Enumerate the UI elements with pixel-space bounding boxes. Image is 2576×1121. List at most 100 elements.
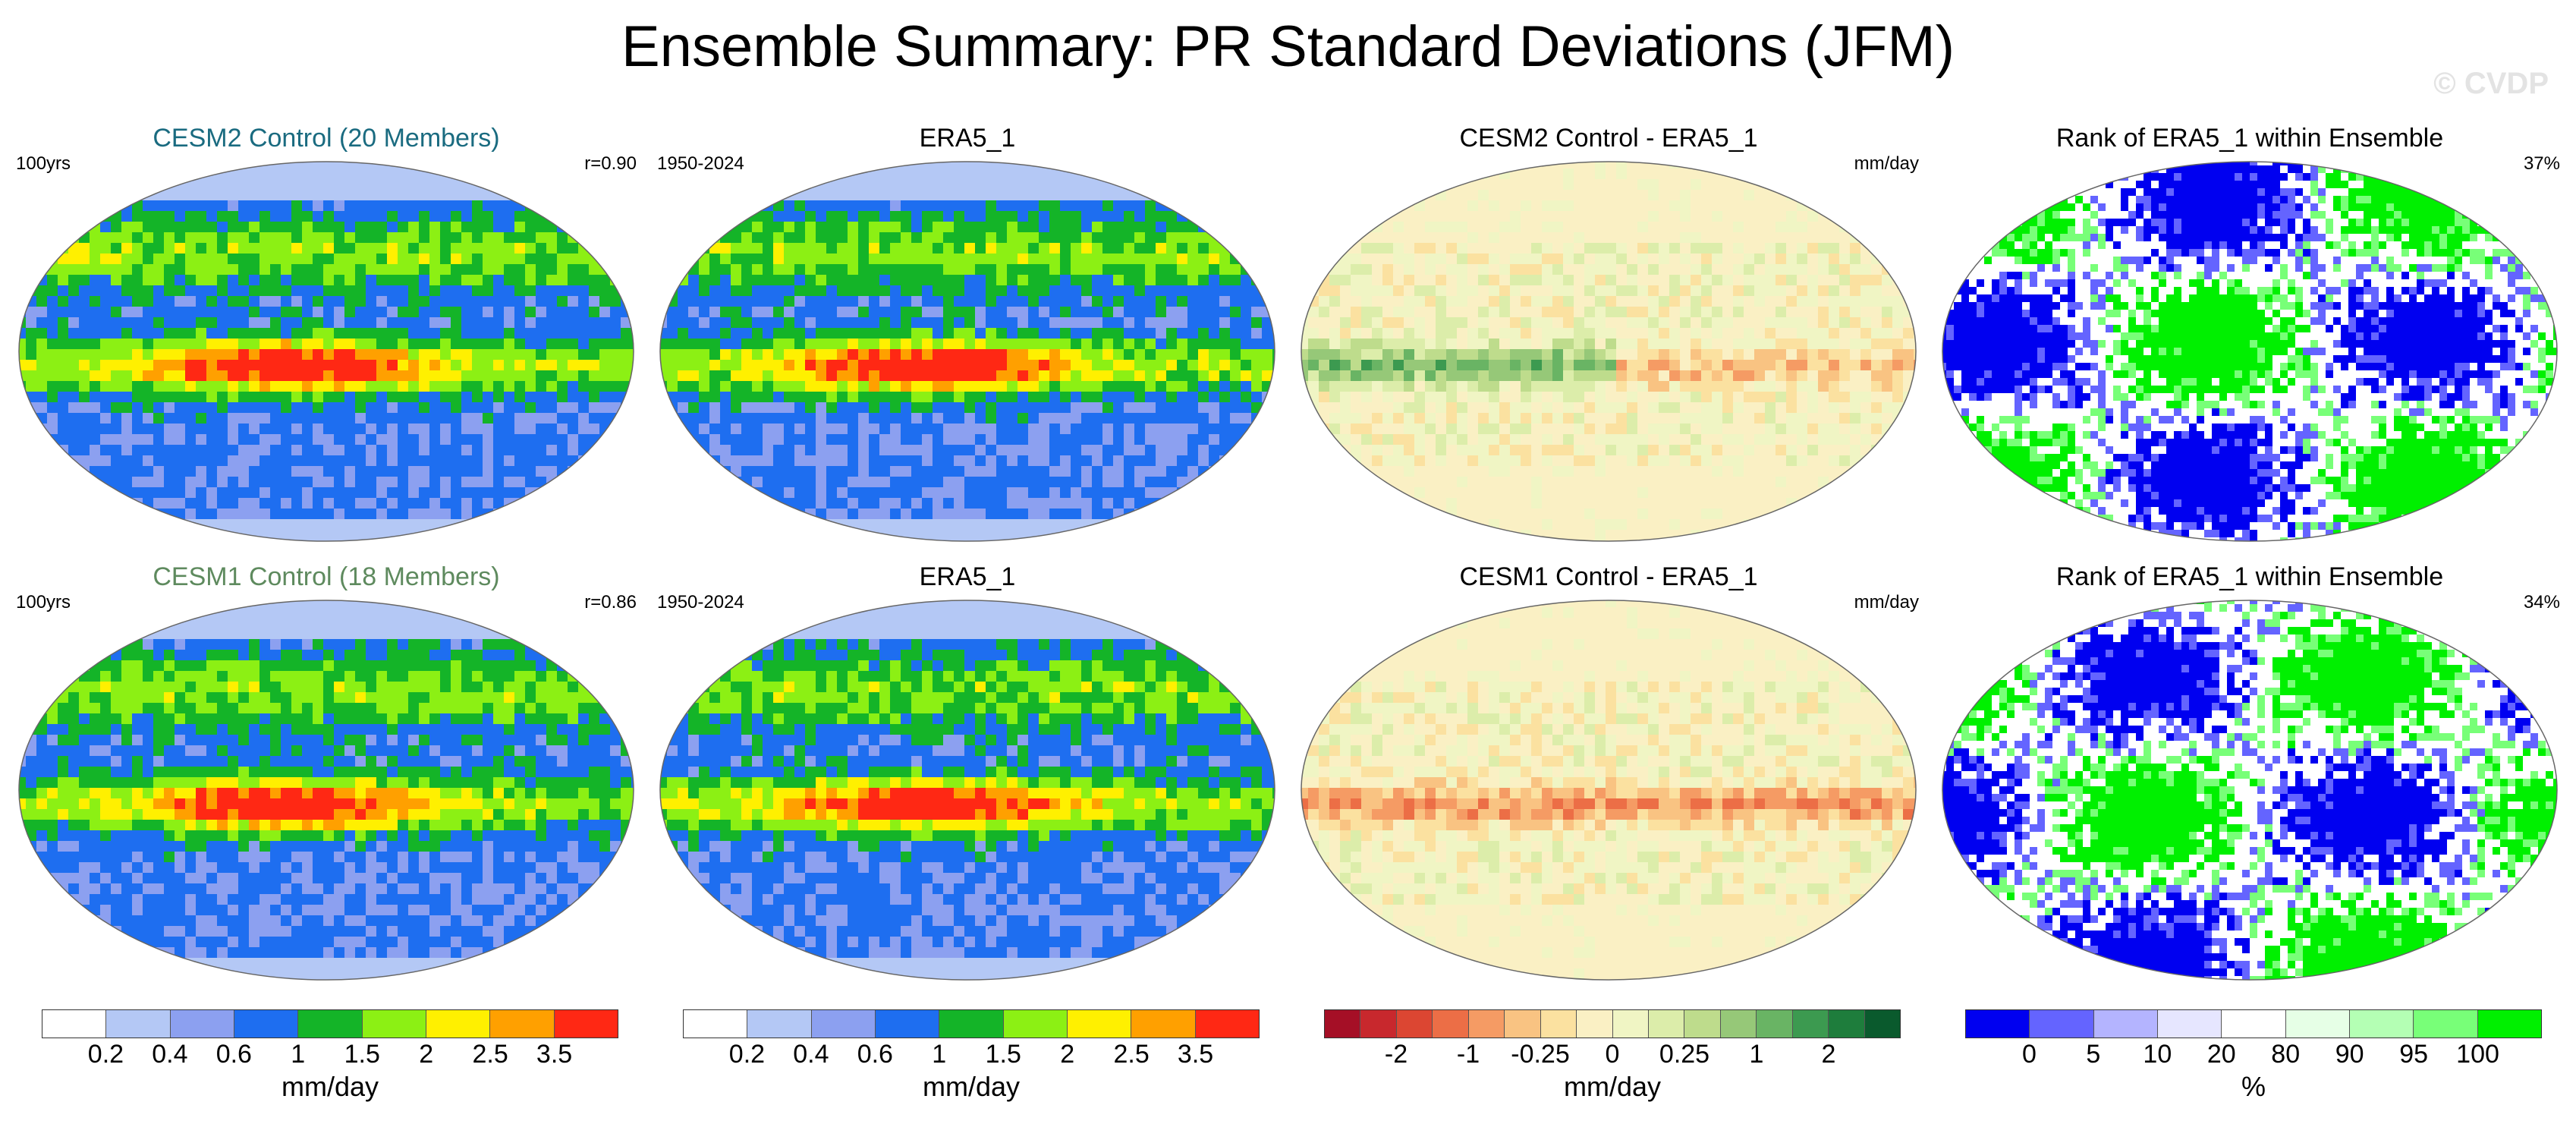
map-heatmap bbox=[1297, 597, 1920, 984]
colorbar-swatch bbox=[1757, 1010, 1793, 1038]
colorbar-std-2: 0.2 0.4 0.6 1 1.5 2 2.5 3.5 mm/day bbox=[683, 1009, 1260, 1108]
colorbar-tick-label: -2 bbox=[1385, 1040, 1408, 1069]
panel-label-right: mm/day bbox=[1854, 592, 1919, 613]
colorbar-tick-label: 20 bbox=[2207, 1040, 2236, 1069]
colorbar-ticks: 0 5 10 20 80 90 95 100 bbox=[1965, 1038, 2542, 1072]
colorbar-rank: 0 5 10 20 80 90 95 100 % bbox=[1965, 1009, 2542, 1108]
map-svg bbox=[1942, 161, 2558, 542]
panel-rank-top: Rank of ERA5_1 within Ensemble 37% bbox=[1935, 121, 2565, 546]
colorbar-swatch bbox=[106, 1010, 171, 1038]
colorbar-unit: % bbox=[1965, 1072, 2542, 1102]
colorbar-swatch bbox=[747, 1010, 812, 1038]
map-svg bbox=[659, 161, 1275, 542]
colorbar-swatch bbox=[1195, 1010, 1259, 1038]
colorbar-tick-label: 0.4 bbox=[793, 1040, 829, 1069]
colorbar-swatch bbox=[1468, 1010, 1505, 1038]
colorbar-ticks: -2 -1 -0.25 0 0.25 1 2 bbox=[1324, 1038, 1901, 1072]
colorbar-swatch bbox=[2477, 1010, 2541, 1038]
colorbar-swatch bbox=[2030, 1010, 2094, 1038]
map-heatmap bbox=[1939, 597, 2561, 984]
colorbar-swatch bbox=[2414, 1010, 2478, 1038]
panel-title: ERA5_1 bbox=[653, 121, 1282, 155]
colorbar-tick-label: -0.25 bbox=[1511, 1040, 1570, 1069]
colorbar-swatch bbox=[1003, 1010, 1068, 1038]
panel-label-left: 1950-2024 bbox=[657, 153, 744, 175]
colorbar-tick-label: 1 bbox=[1750, 1040, 1764, 1069]
colorbar-tick-label: 2 bbox=[419, 1040, 433, 1069]
panel-cesm1-control: CESM1 Control (18 Members) 100yrs r=0.86 bbox=[11, 560, 641, 985]
colorbar-tick-label: 1 bbox=[291, 1040, 305, 1069]
colorbar-tick-label: 10 bbox=[2143, 1040, 2172, 1069]
colorbar-swatch bbox=[1396, 1010, 1433, 1038]
colorbar-swatch bbox=[1505, 1010, 1541, 1038]
panel-title: Rank of ERA5_1 within Ensemble bbox=[1935, 560, 2565, 594]
panel-cesm2-minus-era5: CESM2 Control - ERA5_1 mm/day bbox=[1294, 121, 1923, 546]
colorbar-swatch bbox=[1577, 1010, 1613, 1038]
colorbar-tick-label: 2.5 bbox=[472, 1040, 508, 1069]
main-title: Ensemble Summary: PR Standard Deviations… bbox=[0, 9, 2576, 85]
panel-label-right: r=0.90 bbox=[584, 153, 637, 175]
colorbar-swatch bbox=[362, 1010, 426, 1038]
colorbar-tick-label: 0 bbox=[2022, 1040, 2037, 1069]
map-heatmap bbox=[1297, 158, 1920, 545]
colorbar-tick-label: 95 bbox=[2399, 1040, 2428, 1069]
colorbar-swatch bbox=[2222, 1010, 2286, 1038]
colorbar-tick-label: 0.25 bbox=[1659, 1040, 1709, 1069]
colorbar-swatch bbox=[1325, 1010, 1361, 1038]
colorbar-swatch bbox=[1864, 1010, 1900, 1038]
colorbar-tick-label: 0.2 bbox=[729, 1040, 765, 1069]
colorbar-swatch bbox=[2349, 1010, 2414, 1038]
panel-cesm1-minus-era5: CESM1 Control - ERA5_1 mm/day bbox=[1294, 560, 1923, 985]
colorbar-swatch bbox=[1540, 1010, 1577, 1038]
panel-title: CESM1 Control - ERA5_1 bbox=[1294, 560, 1923, 594]
map-heatmap bbox=[656, 597, 1279, 984]
colorbar-swatch bbox=[1131, 1010, 1196, 1038]
colorbar-swatch bbox=[298, 1010, 363, 1038]
colorbar-swatch bbox=[1360, 1010, 1397, 1038]
colorbar-unit: mm/day bbox=[42, 1072, 618, 1102]
colorbar-tick-label: 0.6 bbox=[857, 1040, 893, 1069]
panel-title: Rank of ERA5_1 within Ensemble bbox=[1935, 121, 2565, 155]
panel-label-right: mm/day bbox=[1854, 153, 1919, 175]
colorbar-swatch bbox=[554, 1010, 618, 1038]
colorbar-tick-label: 0 bbox=[1606, 1040, 1620, 1069]
colorbar-tick-label: 1.5 bbox=[986, 1040, 1021, 1069]
panel-label-left: 100yrs bbox=[16, 592, 71, 613]
colorbar-tick-label: 1.5 bbox=[344, 1040, 380, 1069]
colorbar-tick-label: 90 bbox=[2335, 1040, 2364, 1069]
colorbar-swatch bbox=[1720, 1010, 1757, 1038]
cvdp-watermark: © CVDP bbox=[2433, 67, 2549, 101]
colorbar-ticks: 0.2 0.4 0.6 1 1.5 2 2.5 3.5 bbox=[683, 1038, 1260, 1072]
colorbar-swatch bbox=[1067, 1010, 1132, 1038]
map-heatmap bbox=[656, 158, 1279, 545]
map-svg bbox=[1301, 161, 1917, 542]
colorbar-swatch bbox=[684, 1010, 748, 1038]
colorbar-swatch bbox=[1612, 1010, 1649, 1038]
colorbar-swatch bbox=[811, 1010, 876, 1038]
map-svg bbox=[1301, 600, 1917, 981]
panel-title: CESM2 Control (20 Members) bbox=[11, 121, 641, 155]
colorbar-tick-label: 5 bbox=[2086, 1040, 2100, 1069]
colorbar-diff: -2 -1 -0.25 0 0.25 1 2 mm/day bbox=[1324, 1009, 1901, 1108]
colorbar-tick-label: 0.2 bbox=[88, 1040, 124, 1069]
colorbar-tick-label: -1 bbox=[1457, 1040, 1480, 1069]
map-svg bbox=[18, 161, 634, 542]
colorbar-swatch bbox=[490, 1010, 555, 1038]
colorbar-tick-label: 80 bbox=[2271, 1040, 2300, 1069]
panel-title: CESM1 Control (18 Members) bbox=[11, 560, 641, 594]
colorbar-swatch bbox=[1684, 1010, 1721, 1038]
map-heatmap bbox=[15, 158, 637, 545]
colorbar-unit: mm/day bbox=[683, 1072, 1260, 1102]
map-heatmap bbox=[15, 597, 637, 984]
colorbar-ticks: 0.2 0.4 0.6 1 1.5 2 2.5 3.5 bbox=[42, 1038, 618, 1072]
colorbar-swatch bbox=[42, 1010, 107, 1038]
colorbar-swatch bbox=[875, 1010, 940, 1038]
colorbar-swatch bbox=[1829, 1010, 1865, 1038]
colorbar-swatch bbox=[426, 1010, 491, 1038]
colorbar-swatch bbox=[2285, 1010, 2350, 1038]
colorbar-tick-label: 3.5 bbox=[1178, 1040, 1213, 1069]
panel-label-right: 37% bbox=[2524, 153, 2560, 175]
colorbar-swatch bbox=[1433, 1010, 1469, 1038]
colorbar-swatch bbox=[1792, 1010, 1829, 1038]
panel-era5-bottom: ERA5_1 1950-2024 bbox=[653, 560, 1282, 985]
